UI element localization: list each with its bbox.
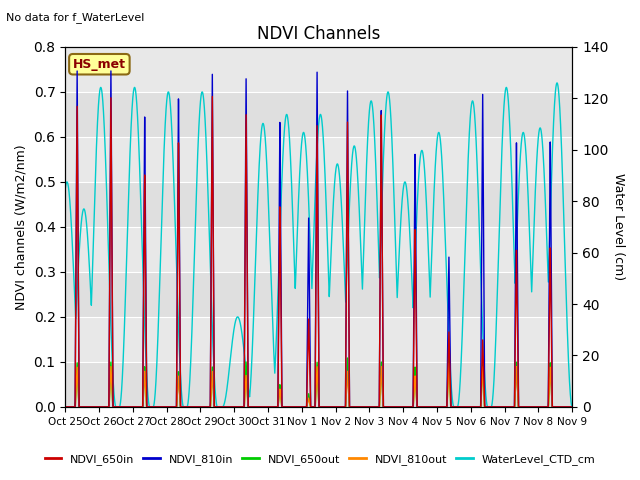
- Text: No data for f_WaterLevel: No data for f_WaterLevel: [6, 12, 145, 23]
- Legend: NDVI_650in, NDVI_810in, NDVI_650out, NDVI_810out, WaterLevel_CTD_cm: NDVI_650in, NDVI_810in, NDVI_650out, NDV…: [40, 450, 600, 469]
- Title: NDVI Channels: NDVI Channels: [257, 24, 380, 43]
- Y-axis label: NDVI channels (W/m2/nm): NDVI channels (W/m2/nm): [15, 144, 28, 310]
- Bar: [65, 362, 572, 407]
- Bar: [65, 92, 572, 137]
- Text: HS_met: HS_met: [73, 58, 126, 71]
- Y-axis label: Water Level (cm): Water Level (cm): [612, 173, 625, 280]
- Bar: [65, 272, 572, 317]
- Bar: [65, 182, 572, 227]
